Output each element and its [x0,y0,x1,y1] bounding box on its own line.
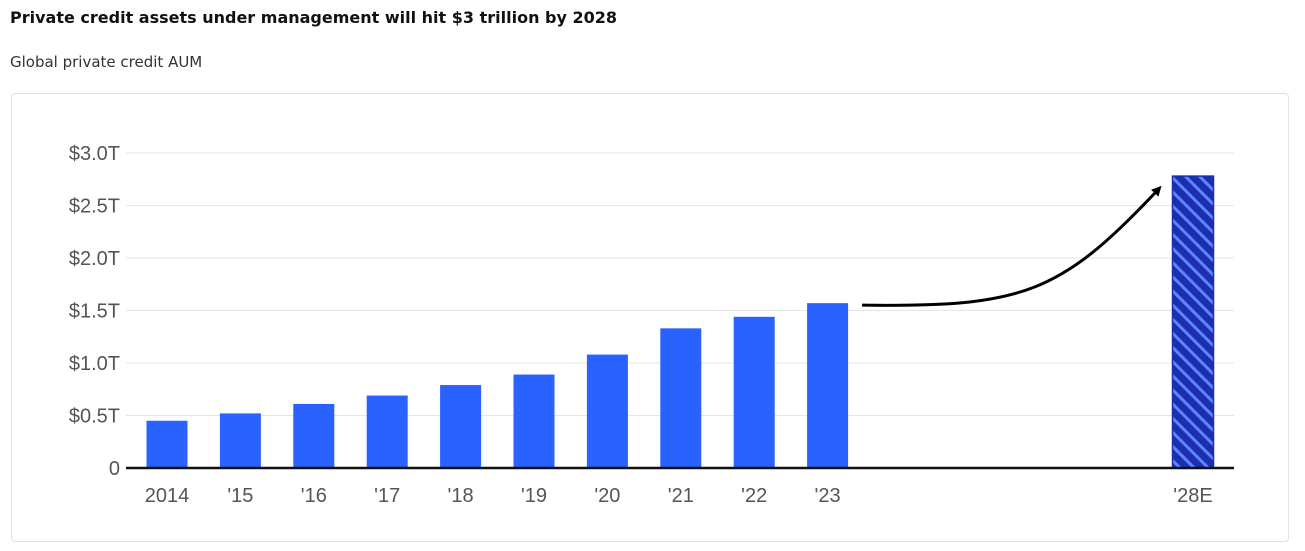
y-tick-label: $1.0T [69,353,120,375]
chart-subtitle: Global private credit AUM [10,53,203,71]
bar [219,413,261,468]
x-tick-label: '20 [594,485,620,507]
x-tick-label: 2014 [145,485,190,507]
x-tick-label: '23 [815,485,841,507]
y-tick-label: $2.0T [69,248,120,270]
y-tick-label: $2.5T [69,196,120,218]
bar-projected [1171,175,1215,469]
x-tick-label: '18 [448,485,474,507]
x-tick-label: '28E [1173,485,1212,507]
y-tick-label: $0.5T [69,406,120,428]
x-tick-label: '21 [668,485,694,507]
bar [440,385,482,468]
y-tick-label: 0 [109,458,120,480]
bar [660,328,702,468]
chart-card: 0 $0.5T $1.0T $1.5T $2.0T $2.5T $3.0T 2014 '15 '1… [11,93,1289,542]
x-tick-label: '17 [374,485,400,507]
y-tick-label: $3.0T [69,143,120,165]
bar [586,354,628,468]
growth-arrow [862,185,1162,307]
x-tick-label: '16 [301,485,327,507]
bar [733,316,775,468]
chart-title: Private credit assets under management w… [10,8,618,27]
bar-chart: 0 $0.5T $1.0T $1.5T $2.0T $2.5T $3.0T 2014 '15 '1… [69,143,1234,507]
x-tick-label: '15 [227,485,253,507]
bar [146,420,188,468]
bar [366,395,408,468]
bar [807,303,849,468]
y-tick-label: $1.5T [69,301,120,323]
x-tick-label: '19 [521,485,547,507]
bar [293,403,335,468]
bar [513,374,555,468]
x-tick-label: '22 [741,485,767,507]
